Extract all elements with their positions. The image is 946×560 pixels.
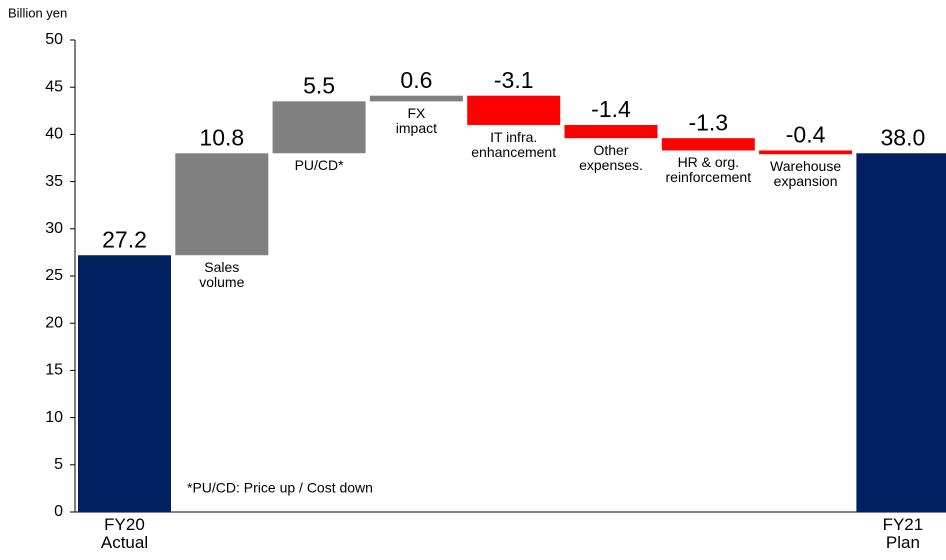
value-label: 27.2 [102,226,147,252]
category-label: HR & org. reinforcement [665,154,752,186]
y-tick-label: 35 [45,173,63,190]
value-label: 10.8 [199,124,244,150]
category-label: Other expenses. [579,142,643,173]
value-label: 0.6 [400,67,432,93]
bar [272,101,366,154]
x-tick-label: FY21 Plan [882,515,924,552]
category-label: Warehouse expansion [770,158,842,189]
bar [467,95,561,125]
y-tick-label: 25 [45,267,63,284]
value-label: 5.5 [303,72,335,98]
y-tick-label: 15 [45,362,63,379]
y-tick-label: 45 [45,78,63,95]
value-label: 38.0 [881,124,926,150]
bar [369,95,463,102]
y-tick-label: 0 [54,503,63,520]
footnote: *PU/CD: Price up / Cost down [187,480,373,496]
y-tick-label: 20 [45,314,63,331]
bar [759,150,853,155]
bar [856,153,946,512]
y-tick-label: 50 [45,31,63,48]
category-label: Sales volume [199,259,245,290]
y-tick-label: 40 [45,126,63,143]
category-label: IT infra. enhancement [471,128,557,160]
unit-label: Billion yen [8,5,67,20]
bar [175,153,269,256]
bar [661,138,755,151]
value-label: -0.4 [786,122,826,148]
category-label: PU/CD* [294,157,344,174]
value-label: -1.4 [591,96,631,122]
value-label: -3.1 [494,67,534,93]
y-tick-label: 5 [54,456,63,473]
y-tick-label: 10 [45,409,63,426]
y-tick-label: 30 [45,220,63,237]
bar [564,124,658,139]
category-label: FX impact [395,105,438,137]
value-label: -1.3 [688,109,728,135]
bar [78,255,171,512]
x-tick-label: FY20 Actual [100,515,149,552]
